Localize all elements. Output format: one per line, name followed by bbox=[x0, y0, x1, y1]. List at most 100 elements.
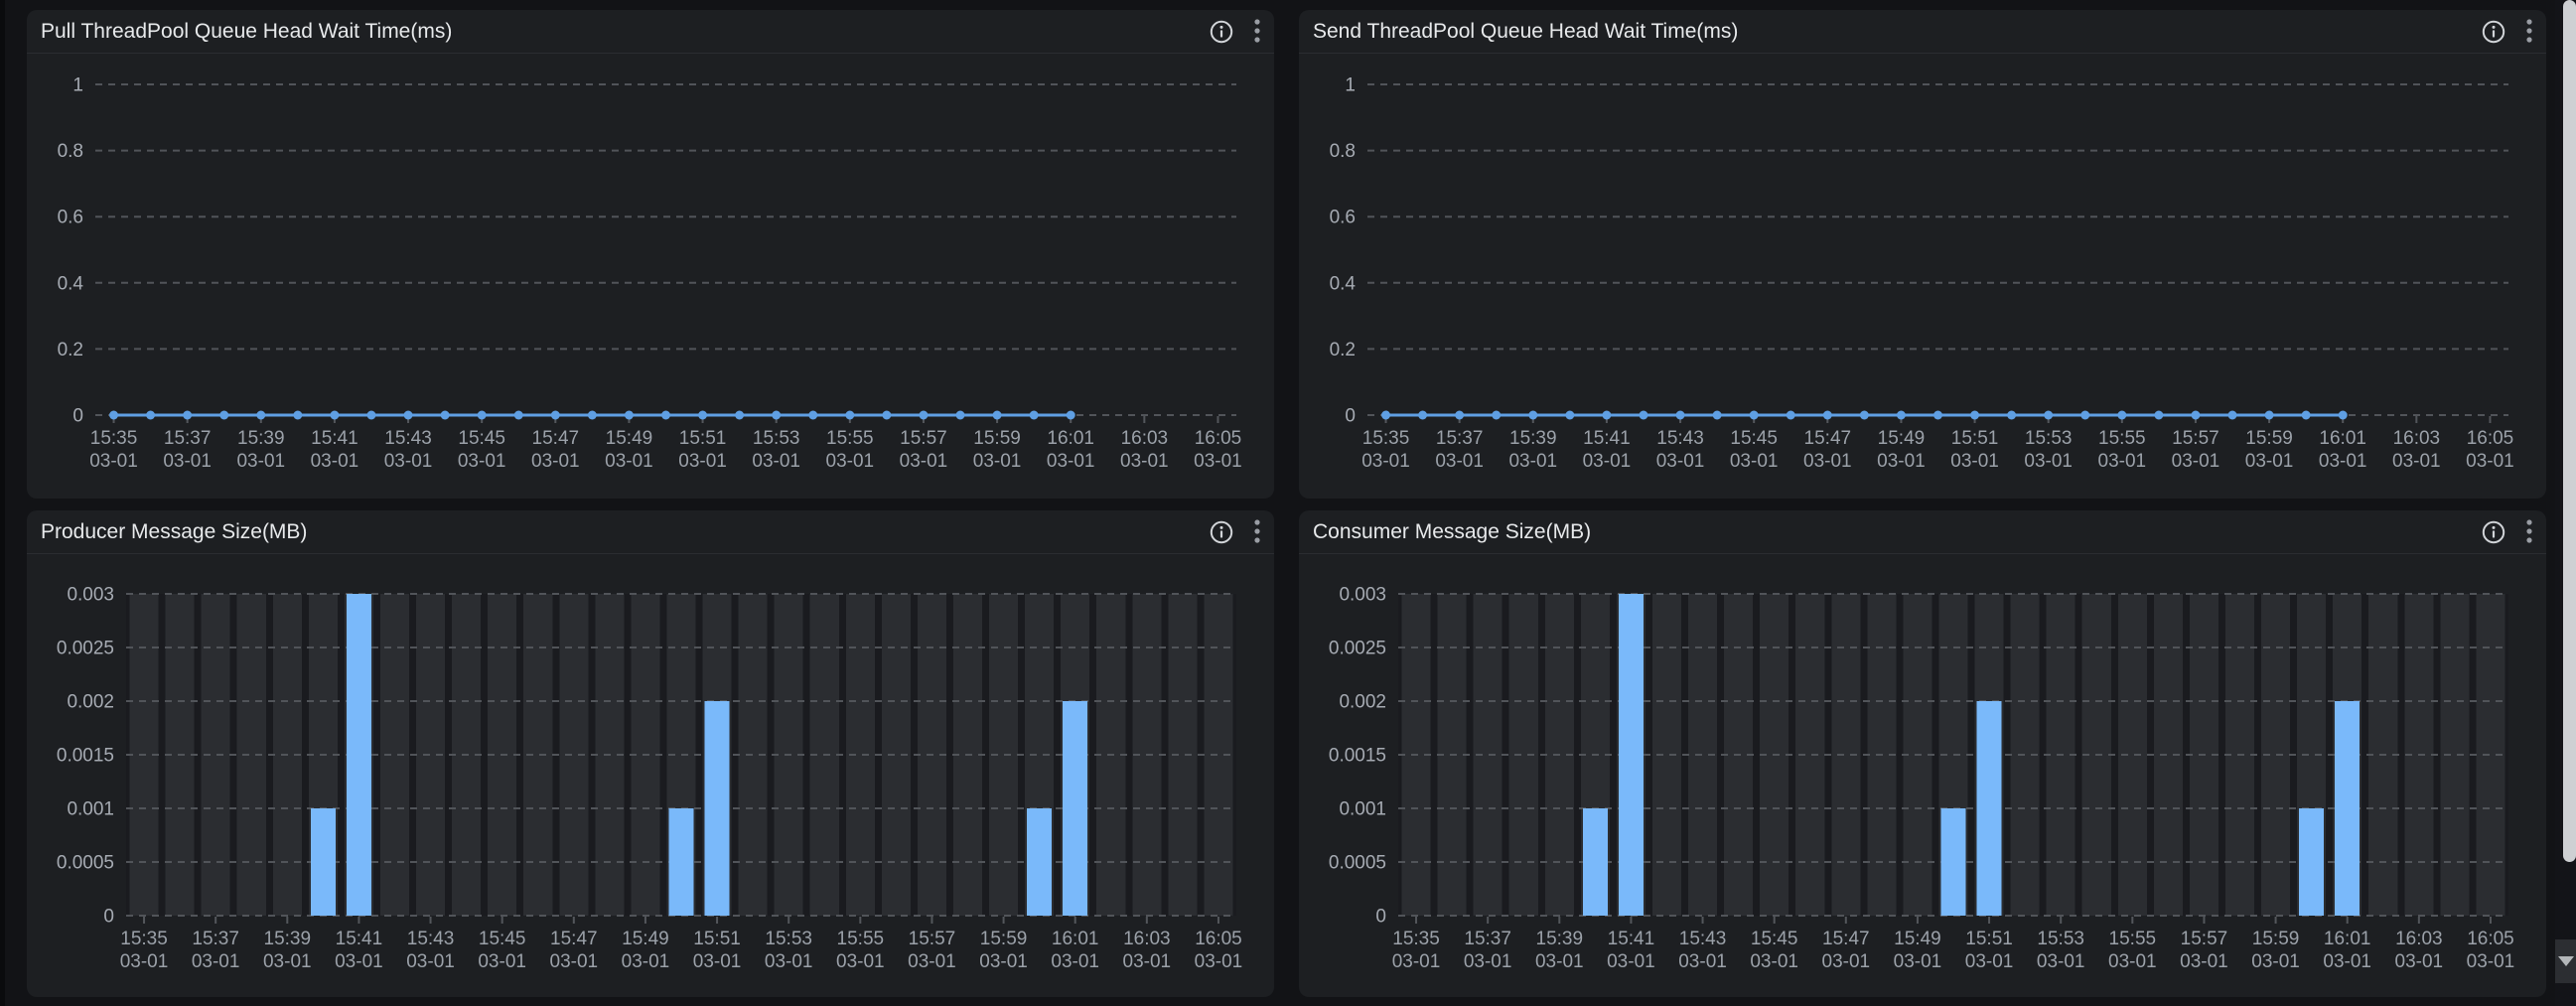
chart-plot-area: 0 0.0005 0.001 0.0015 0.002 0.0025 0.003 15:35 0… bbox=[1299, 554, 2546, 997]
svg-text:16:01: 16:01 bbox=[2319, 428, 2366, 449]
svg-text:16:03: 16:03 bbox=[1123, 929, 1171, 949]
svg-text:0.002: 0.002 bbox=[1339, 692, 1386, 713]
svg-text:03-01: 03-01 bbox=[2319, 451, 2367, 472]
svg-text:15:57: 15:57 bbox=[2181, 929, 2228, 949]
svg-text:1: 1 bbox=[1345, 75, 1356, 96]
svg-text:15:35: 15:35 bbox=[1392, 929, 1440, 949]
panel-consumer-message-size: Consumer Message Size(MB) 0 0.0005 0.001 0.… bbox=[1299, 510, 2546, 997]
svg-text:03-01: 03-01 bbox=[1730, 451, 1779, 472]
svg-text:15:57: 15:57 bbox=[900, 428, 947, 449]
svg-text:15:59: 15:59 bbox=[2245, 428, 2293, 449]
svg-text:16:03: 16:03 bbox=[2393, 428, 2441, 449]
svg-text:15:59: 15:59 bbox=[973, 428, 1021, 449]
svg-text:03-01: 03-01 bbox=[622, 951, 670, 972]
svg-text:03-01: 03-01 bbox=[1678, 951, 1727, 972]
svg-text:15:39: 15:39 bbox=[1536, 929, 1584, 949]
svg-text:03-01: 03-01 bbox=[1508, 451, 1557, 472]
svg-text:15:47: 15:47 bbox=[1804, 428, 1852, 449]
svg-text:15:55: 15:55 bbox=[837, 929, 885, 949]
svg-text:16:01: 16:01 bbox=[1047, 428, 1094, 449]
info-icon[interactable] bbox=[2481, 19, 2506, 45]
svg-text:15:41: 15:41 bbox=[1583, 428, 1631, 449]
svg-text:03-01: 03-01 bbox=[1750, 951, 1798, 972]
svg-text:15:47: 15:47 bbox=[550, 929, 598, 949]
svg-text:0.0015: 0.0015 bbox=[1329, 746, 1386, 767]
panel-header-actions bbox=[2481, 10, 2534, 54]
svg-text:0.002: 0.002 bbox=[67, 692, 114, 713]
vertical-scrollbar[interactable] bbox=[2555, 0, 2576, 1006]
svg-text:15:35: 15:35 bbox=[1362, 428, 1410, 449]
svg-text:15:51: 15:51 bbox=[679, 428, 727, 449]
svg-text:03-01: 03-01 bbox=[1435, 451, 1484, 472]
svg-text:15:41: 15:41 bbox=[311, 428, 358, 449]
svg-text:15:55: 15:55 bbox=[2098, 428, 2146, 449]
svg-text:15:37: 15:37 bbox=[1436, 428, 1484, 449]
svg-text:0.0005: 0.0005 bbox=[57, 853, 114, 874]
svg-text:0.003: 0.003 bbox=[1339, 585, 1386, 606]
svg-text:0: 0 bbox=[1375, 907, 1386, 928]
svg-text:16:05: 16:05 bbox=[1195, 428, 1242, 449]
svg-text:03-01: 03-01 bbox=[1123, 951, 1172, 972]
svg-text:0: 0 bbox=[103, 907, 114, 928]
svg-text:03-01: 03-01 bbox=[406, 951, 455, 972]
svg-text:15:43: 15:43 bbox=[1656, 428, 1704, 449]
panel-header-actions bbox=[1209, 510, 1262, 554]
scrollbar-down-button[interactable] bbox=[2555, 939, 2576, 983]
svg-text:03-01: 03-01 bbox=[2466, 451, 2514, 472]
svg-text:15:43: 15:43 bbox=[384, 428, 432, 449]
info-icon[interactable] bbox=[1209, 19, 1234, 45]
svg-text:0.0025: 0.0025 bbox=[1329, 639, 1386, 659]
svg-text:03-01: 03-01 bbox=[1195, 951, 1243, 972]
svg-text:03-01: 03-01 bbox=[765, 951, 813, 972]
info-icon[interactable] bbox=[2481, 519, 2506, 545]
svg-text:15:57: 15:57 bbox=[2172, 428, 2219, 449]
svg-text:15:39: 15:39 bbox=[1509, 428, 1557, 449]
svg-text:15:45: 15:45 bbox=[1751, 929, 1798, 949]
svg-text:03-01: 03-01 bbox=[2172, 451, 2220, 472]
kebab-menu-icon[interactable] bbox=[2524, 517, 2534, 547]
svg-text:03-01: 03-01 bbox=[1877, 451, 1926, 472]
svg-text:03-01: 03-01 bbox=[1822, 951, 1871, 972]
panel-title: Pull ThreadPool Queue Head Wait Time(ms) bbox=[41, 19, 453, 43]
panel-title: Producer Message Size(MB) bbox=[41, 519, 308, 543]
svg-text:03-01: 03-01 bbox=[2108, 951, 2157, 972]
svg-text:03-01: 03-01 bbox=[908, 951, 956, 972]
svg-text:03-01: 03-01 bbox=[1583, 451, 1632, 472]
svg-text:03-01: 03-01 bbox=[1607, 951, 1655, 972]
svg-text:0.8: 0.8 bbox=[58, 141, 83, 162]
svg-text:0.001: 0.001 bbox=[1339, 799, 1386, 820]
svg-text:15:51: 15:51 bbox=[693, 929, 741, 949]
svg-text:03-01: 03-01 bbox=[900, 451, 948, 472]
svg-text:15:47: 15:47 bbox=[532, 428, 580, 449]
svg-text:03-01: 03-01 bbox=[836, 951, 885, 972]
panel-title: Send ThreadPool Queue Head Wait Time(ms) bbox=[1313, 19, 1739, 43]
kebab-menu-icon[interactable] bbox=[2524, 17, 2534, 47]
svg-text:15:41: 15:41 bbox=[336, 929, 383, 949]
svg-text:03-01: 03-01 bbox=[263, 951, 312, 972]
svg-text:03-01: 03-01 bbox=[1392, 951, 1441, 972]
svg-text:03-01: 03-01 bbox=[1803, 451, 1852, 472]
panel-send-threadpool-wait-time: Send ThreadPool Queue Head Wait Time(ms)… bbox=[1299, 10, 2546, 499]
svg-text:03-01: 03-01 bbox=[2251, 951, 2300, 972]
svg-text:03-01: 03-01 bbox=[89, 451, 138, 472]
scrollbar-thumb[interactable] bbox=[2563, 0, 2576, 862]
svg-text:0.6: 0.6 bbox=[1330, 208, 1356, 228]
kebab-menu-icon[interactable] bbox=[1252, 517, 1262, 547]
kebab-menu-icon[interactable] bbox=[1252, 17, 1262, 47]
panel-title: Consumer Message Size(MB) bbox=[1313, 519, 1592, 543]
svg-text:03-01: 03-01 bbox=[1950, 451, 1999, 472]
svg-text:03-01: 03-01 bbox=[1894, 951, 1942, 972]
svg-text:15:45: 15:45 bbox=[1730, 428, 1778, 449]
svg-text:15:35: 15:35 bbox=[90, 428, 138, 449]
svg-text:03-01: 03-01 bbox=[752, 451, 800, 472]
svg-text:03-01: 03-01 bbox=[384, 451, 433, 472]
svg-text:03-01: 03-01 bbox=[1464, 951, 1512, 972]
svg-text:0.2: 0.2 bbox=[1330, 340, 1356, 360]
svg-text:0: 0 bbox=[72, 406, 83, 427]
panel-header: Producer Message Size(MB) bbox=[27, 510, 1274, 554]
svg-text:16:05: 16:05 bbox=[2467, 929, 2514, 949]
info-icon[interactable] bbox=[1209, 519, 1234, 545]
svg-text:0.0015: 0.0015 bbox=[57, 746, 114, 767]
svg-text:16:05: 16:05 bbox=[2467, 428, 2514, 449]
svg-text:03-01: 03-01 bbox=[2245, 451, 2294, 472]
